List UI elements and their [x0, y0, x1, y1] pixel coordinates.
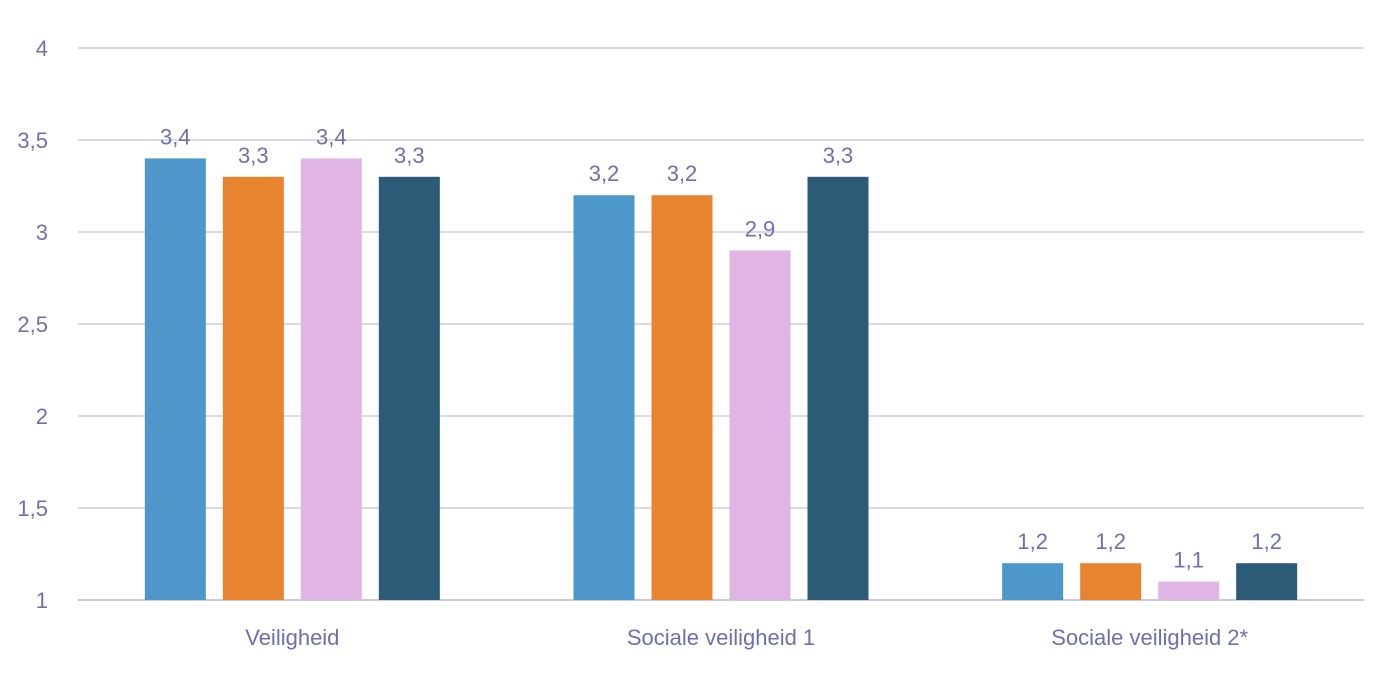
bar — [573, 195, 635, 600]
data-label: 3,4 — [316, 124, 347, 149]
bar — [807, 176, 869, 601]
data-label: 1,2 — [1251, 529, 1282, 554]
data-label: 2,9 — [745, 216, 776, 241]
bar — [651, 195, 713, 600]
bar — [1158, 581, 1220, 600]
data-label: 3,3 — [394, 143, 425, 168]
data-label: 3,2 — [589, 161, 620, 186]
category-label: Veiligheid — [245, 625, 339, 650]
data-label: 3,3 — [238, 143, 269, 168]
bar — [1002, 563, 1064, 600]
gridlines — [78, 47, 1364, 601]
bar — [222, 176, 284, 601]
y-axis-ticks: 1 1,5 2 2,5 3 3,5 4 — [17, 36, 48, 613]
bar — [1080, 563, 1142, 600]
data-label: 1,2 — [1017, 529, 1048, 554]
y-tick-label: 4 — [36, 36, 48, 61]
y-tick-label: 3 — [36, 220, 48, 245]
bar — [1236, 563, 1298, 600]
y-tick-label: 2,5 — [17, 312, 48, 337]
y-tick-label: 2 — [36, 404, 48, 429]
data-label: 3,3 — [823, 143, 854, 168]
data-label: 3,2 — [667, 161, 698, 186]
category-label: Sociale veiligheid 1 — [627, 625, 815, 650]
data-label: 3,4 — [160, 124, 191, 149]
y-tick-label: 3,5 — [17, 128, 48, 153]
bars — [144, 158, 1298, 601]
bar — [144, 158, 206, 600]
y-tick-label: 1,5 — [17, 496, 48, 521]
data-label: 1,1 — [1173, 548, 1204, 573]
y-tick-label: 1 — [36, 588, 48, 613]
data-label: 1,2 — [1095, 529, 1126, 554]
data-labels: 3,4 3,3 3,4 3,3 3,2 3,2 2,9 3,3 1,2 1,2 1,1 1,2 — [160, 124, 1282, 572]
x-axis-categories: Veiligheid Sociale veiligheid 1 Sociale ve… — [245, 625, 1248, 650]
bar — [729, 250, 791, 600]
bar — [300, 158, 362, 600]
bar — [378, 176, 440, 601]
category-label: Sociale veiligheid 2* — [1051, 625, 1248, 650]
